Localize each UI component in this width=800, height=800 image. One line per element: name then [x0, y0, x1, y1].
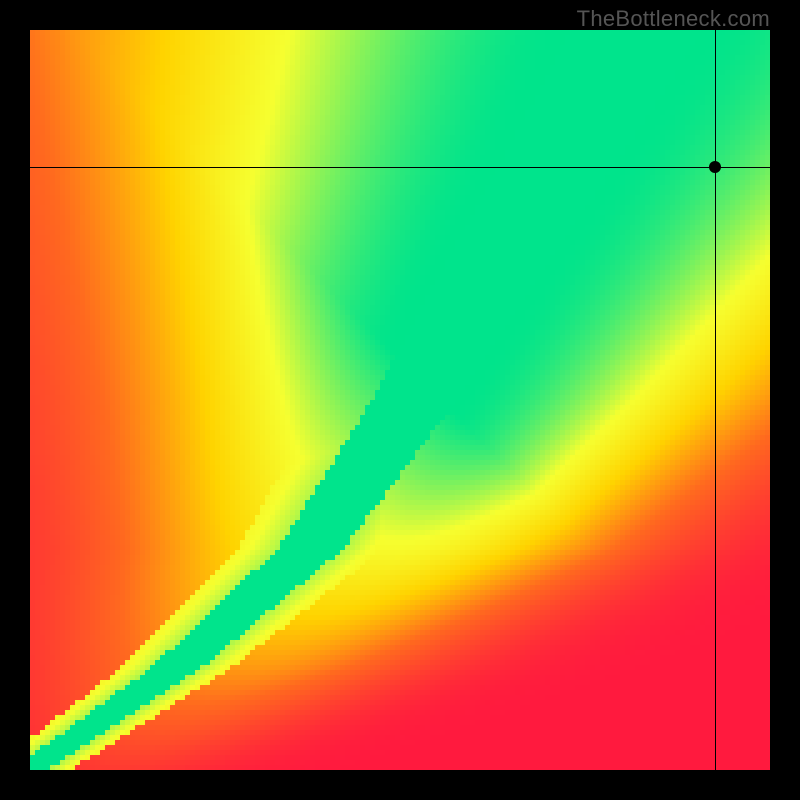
watermark-text: TheBottleneck.com [577, 6, 770, 32]
crosshair-horizontal [30, 167, 770, 168]
chart-container: TheBottleneck.com [0, 0, 800, 800]
crosshair-vertical [715, 30, 716, 770]
heatmap-plot [30, 30, 770, 770]
crosshair-marker [709, 161, 721, 173]
heatmap-canvas [30, 30, 770, 770]
